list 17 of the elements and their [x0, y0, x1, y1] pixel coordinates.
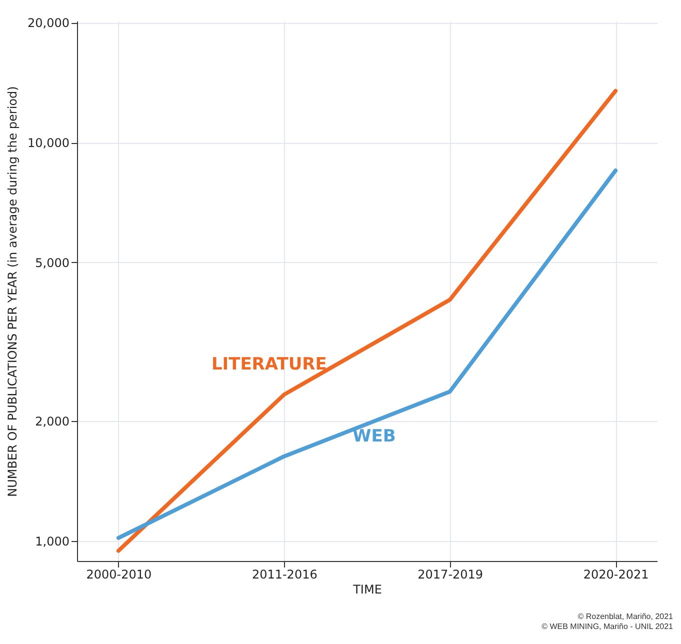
y-tick-label: 5,000 [35, 256, 70, 270]
y-axis-title: NUMBER OF PUBLICATIONS PER YEAR (in average during the period) [6, 86, 20, 497]
line-series [116, 168, 618, 540]
y-tick-label: 1,000 [35, 534, 70, 548]
series-label: WEB [352, 426, 396, 446]
y-tick-label: 20,000 [28, 16, 70, 30]
text: © Rozenblat, Mariño, 2021 [576, 612, 673, 622]
y-tick-label: 2,000 [35, 414, 70, 428]
line-series [116, 88, 618, 553]
x-tick-label: 2000-2010 [86, 568, 152, 582]
x-tick-label: 2011-2016 [252, 568, 318, 582]
x-tick-label: 2017-2019 [418, 568, 484, 582]
x-axis-title: TIME [352, 582, 382, 596]
x-tick-label: 2020-2021 [583, 568, 649, 582]
text: © WEB MINING, Mariño - UNIL 2021 [542, 622, 673, 632]
series-label: LITERATURE [211, 354, 327, 375]
y-tick-label: 10,000 [28, 136, 70, 150]
